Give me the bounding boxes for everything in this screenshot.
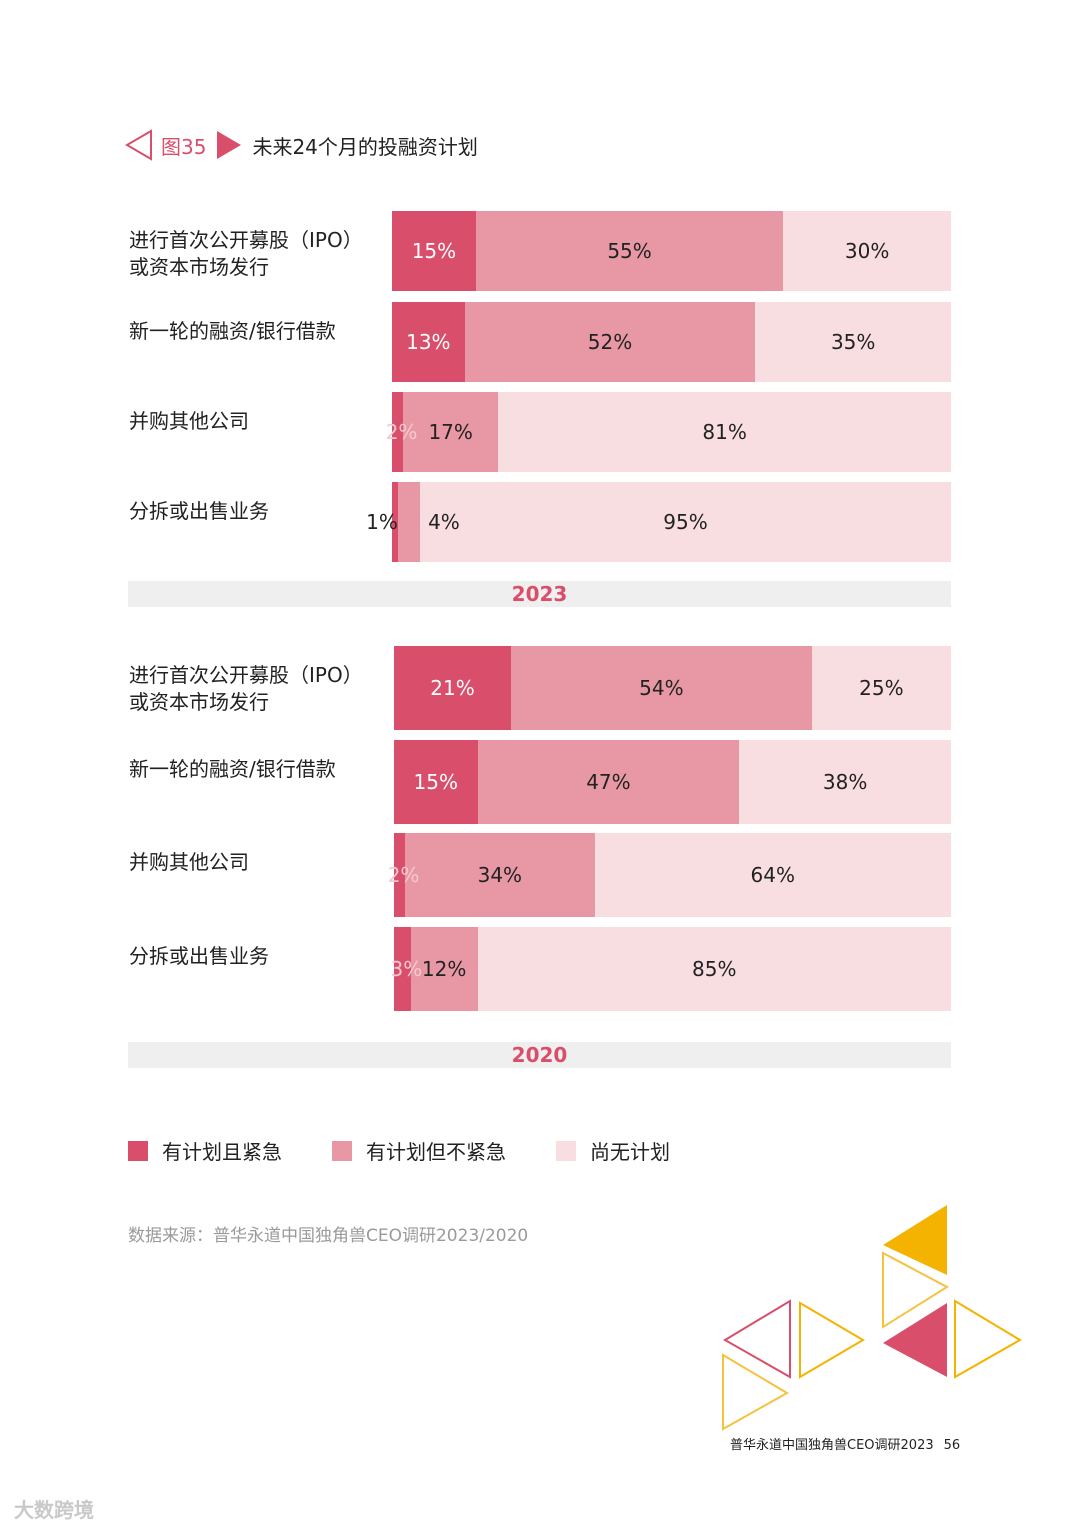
source-note: 数据来源：普华永道中国独角兽CEO调研2023/2020 (128, 1226, 529, 1246)
legend-swatch-urgent (128, 1140, 148, 1161)
year-band-2020: 2020 (128, 1042, 951, 1068)
bar-segment-planned (510, 646, 812, 730)
data-label: 55% (607, 239, 652, 263)
data-label: 12% (421, 957, 467, 981)
data-label: 54% (639, 676, 684, 700)
legend-swatch-planned (332, 1140, 352, 1161)
data-label: 25% (859, 676, 904, 700)
bar-segment-planned (475, 211, 784, 291)
bar-segment-urgent (392, 302, 465, 382)
stacked-bar: 15% 47% 38% (394, 740, 951, 824)
data-label: 95% (663, 510, 708, 534)
data-label: 2% (387, 863, 420, 887)
data-label: 47% (586, 770, 631, 794)
category-label: 并购其他公司 (129, 850, 249, 874)
bar-label-layer: 15% 47% 38% (394, 740, 951, 824)
legend-swatch-none (556, 1140, 576, 1161)
page-footer: 普华永道中国独角兽CEO调研2023 56 (730, 1434, 960, 1453)
data-label: 64% (750, 863, 795, 887)
legend: 有计划且紧急 有计划但不紧急 尚无计划 (128, 1136, 720, 1165)
bar-label-layer: 2% 34% 64% (388, 833, 951, 917)
legend-label-none: 尚无计划 (590, 1140, 670, 1164)
bar-segment-none (419, 482, 951, 562)
data-label: 13% (406, 330, 451, 354)
bar-label-layer: 3% 12% 85% (390, 927, 951, 1011)
year-band-2023: 2023 (128, 581, 951, 607)
bar-label-layer: 1% 4% 95% (366, 482, 951, 562)
bar-segment-planned (403, 392, 499, 472)
bar-segment-urgent (392, 392, 404, 472)
stacked-bar: 2% 17% 81% (386, 392, 951, 472)
category-label: 分拆或出售业务 (129, 944, 269, 968)
stacked-bar: 3% 12% 85% (390, 927, 951, 1011)
figure-number: 图35 (161, 134, 207, 159)
bar-label-layer: 15% 55% 30% (392, 211, 951, 291)
bar-segment-urgent (392, 482, 398, 562)
data-label: 15% (411, 239, 457, 263)
stacked-bar: 13% 52% 35% (392, 302, 951, 382)
bar-segment-none (783, 211, 951, 291)
bar-segment-planned (397, 482, 420, 562)
stacked-bar: 2% 34% 64% (388, 833, 951, 917)
stacked-bar: 15% 55% 30% (392, 211, 951, 291)
data-label: 34% (477, 863, 523, 887)
category-label: 进行首次公开募股（IPO） 或资本市场发行 (129, 663, 363, 714)
bar-segment-planned (464, 302, 756, 382)
watermark: 大数跨境 (14, 1498, 94, 1522)
year-label-2020: 2020 (511, 1043, 568, 1067)
data-label: 4% (428, 510, 460, 534)
data-label: 52% (587, 330, 633, 354)
right-triangle-icon (217, 131, 242, 159)
legend-item-planned: 有计划但不紧急 (332, 1136, 506, 1165)
bar-segment-planned (410, 927, 478, 1011)
bar-segment-urgent (392, 211, 476, 291)
legend-item-none: 尚无计划 (556, 1136, 670, 1165)
page-number: 56 (943, 1438, 961, 1453)
bar-segment-none (594, 833, 951, 917)
stacked-bar: 1% 4% 95% (366, 482, 951, 562)
bar-segment-planned (405, 833, 595, 917)
left-triangle-icon (125, 129, 152, 161)
stacked-bar: 21% 54% 25% (394, 646, 951, 730)
bar-segment-none (811, 646, 951, 730)
legend-item-urgent: 有计划且紧急 (128, 1136, 282, 1165)
year-label-2023: 2023 (511, 582, 568, 606)
data-label: 15% (413, 770, 458, 794)
data-label: 35% (830, 330, 876, 354)
bar-label-layer: 21% 54% 25% (394, 646, 951, 730)
category-label: 新一轮的融资/银行借款 (129, 319, 336, 343)
legend-label-planned: 有计划但不紧急 (366, 1140, 506, 1164)
bar-segment-urgent (394, 833, 406, 917)
category-label: 新一轮的融资/银行借款 (129, 757, 336, 781)
category-label: 分拆或出售业务 (129, 499, 269, 523)
data-label: 85% (692, 957, 737, 981)
legend-label-urgent: 有计划且紧急 (162, 1140, 282, 1164)
bar-label-layer: 13% 52% 35% (392, 302, 951, 382)
data-label: 1% (366, 510, 398, 534)
data-label: 21% (430, 676, 475, 700)
data-label: 81% (702, 420, 747, 444)
bar-segment-none (739, 740, 951, 824)
bar-segment-urgent (394, 646, 511, 730)
figure-header: 图35 未来24个月的投融资计划 (125, 128, 478, 162)
bar-label-layer: 2% 17% 81% (386, 392, 951, 472)
bar-segment-none (755, 302, 951, 382)
footer-text: 普华永道中国独角兽CEO调研2023 (730, 1438, 934, 1453)
bar-segment-urgent (394, 927, 411, 1011)
data-label: 17% (428, 420, 473, 444)
category-label: 并购其他公司 (129, 409, 249, 433)
decorative-triangles (722, 1205, 1022, 1431)
data-label: 3% (390, 957, 423, 981)
data-label: 38% (822, 770, 868, 794)
data-label: 30% (844, 239, 890, 263)
bar-segment-none (477, 927, 951, 1011)
category-label: 进行首次公开募股（IPO） 或资本市场发行 (129, 228, 363, 279)
figure-title: 未来24个月的投融资计划 (252, 134, 478, 159)
bar-segment-none (498, 392, 951, 472)
data-label: 2% (385, 420, 418, 444)
bar-segment-urgent (394, 740, 478, 824)
bar-segment-planned (477, 740, 740, 824)
